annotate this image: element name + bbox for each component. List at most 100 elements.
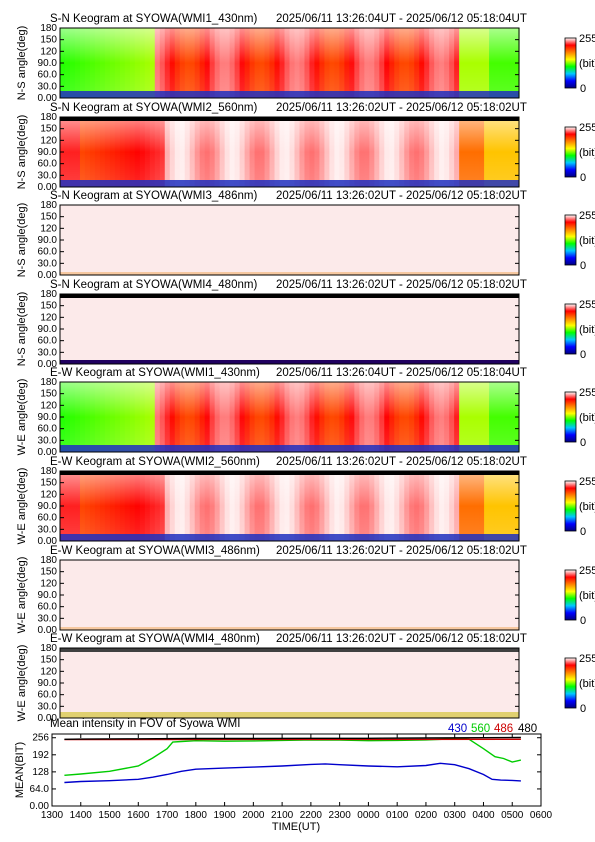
keogram-band: [344, 648, 350, 718]
keogram-band: [284, 648, 291, 718]
keogram-band: [214, 205, 221, 275]
panel-time-range: 2025/06/11 13:26:02UT - 2025/06/12 05:18…: [276, 633, 527, 645]
y-tick-label: 90.0: [38, 147, 58, 158]
keogram-band: [114, 648, 121, 718]
keogram-image: [60, 382, 520, 452]
keogram-band: [184, 560, 191, 630]
keogram-band: [109, 560, 116, 630]
keogram-image: [60, 205, 520, 275]
keogram-band: [89, 294, 96, 364]
keogram-band: [169, 648, 176, 718]
y-tick-label: 90.0: [38, 590, 58, 601]
keogram-panel: E-W Keogram at SYOWA(WMI4_480nm) 2025/06/…: [16, 633, 595, 724]
keogram-band: [454, 294, 460, 364]
y-tick-label: 0.00: [38, 713, 58, 724]
keogram-band: [204, 205, 211, 275]
x-tick-label: 1900: [213, 810, 236, 821]
series-line-430: [64, 762, 521, 784]
keogram-band: [504, 648, 510, 718]
keogram-band: [434, 648, 440, 718]
keogram-band: [459, 205, 465, 275]
y-tick-label: 60.0: [38, 336, 58, 347]
mean-intensity-plot: Mean intensity in FOV of Syowa WMI 430 560…: [14, 718, 553, 833]
keogram-band: [134, 648, 141, 718]
keogram-band: [459, 560, 465, 630]
y-tick-label: 90.0: [38, 235, 58, 246]
keogram-band: [339, 205, 345, 275]
keogram-band: [299, 294, 306, 364]
y-tick-label: 120: [40, 578, 57, 589]
keogram-band: [94, 648, 101, 718]
legend-label: 480: [518, 723, 537, 735]
y-tick-label: 0.00: [30, 801, 50, 812]
keogram-band: [149, 294, 156, 364]
keogram-band: [199, 560, 206, 630]
keogram-band: [174, 205, 181, 275]
keogram-band: [84, 560, 91, 630]
keogram-band: [224, 560, 231, 630]
y-tick-label: 60.0: [38, 159, 58, 170]
keogram-band: [454, 560, 460, 630]
keogram-image: [60, 28, 520, 98]
keogram-band: [109, 205, 116, 275]
panel-title: S-N Keogram at SYOWA(WMI4_480nm): [50, 279, 257, 291]
keogram-band: [384, 205, 390, 275]
keogram-band: [269, 648, 276, 718]
keogram-band: [219, 648, 226, 718]
keogram-shading: [60, 117, 519, 187]
mean-plot-title: Mean intensity in FOV of Syowa WMI: [50, 718, 240, 730]
keogram-band: [384, 560, 390, 630]
keogram-band: [429, 648, 435, 718]
panel-time-range: 2025/06/11 13:26:02UT - 2025/06/12 05:18…: [276, 279, 527, 291]
y-tick-label: 90.0: [38, 58, 58, 69]
keogram-band: [119, 560, 126, 630]
keogram-panels: S-N Keogram at SYOWA(WMI1_430nm) 2025/06/…: [16, 13, 595, 724]
keogram-band: [399, 560, 405, 630]
keogram-band: [419, 560, 425, 630]
keogram-band: [279, 205, 286, 275]
keogram-band: [154, 294, 161, 364]
keogram-band: [484, 294, 490, 364]
keogram-band: [374, 560, 380, 630]
keogram-band: [379, 294, 385, 364]
keogram-band: [419, 205, 425, 275]
keogram-panel: S-N Keogram at SYOWA(WMI3_486nm) 2025/06/…: [16, 190, 595, 281]
colorbar-min-label: 0: [580, 703, 586, 715]
keogram-bottom-band: [60, 627, 519, 630]
colorbar-unit-label: (bit): [579, 324, 595, 336]
y-axis-label: W-E angle(deg): [16, 468, 28, 545]
y-tick-label: 192: [32, 750, 49, 761]
y-tick-label: 180: [40, 200, 57, 211]
keogram-image: [60, 294, 520, 364]
x-tick-label: 1600: [127, 810, 150, 821]
y-tick-label: 0.00: [38, 93, 58, 104]
keogram-band: [164, 205, 171, 275]
keogram-band: [154, 205, 161, 275]
keogram-image: [60, 117, 520, 187]
panel-title: S-N Keogram at SYOWA(WMI2_560nm): [50, 102, 257, 114]
keogram-band: [469, 294, 475, 364]
keogram-band: [494, 205, 500, 275]
keogram-band: [219, 205, 226, 275]
x-tick-label: 1800: [185, 810, 208, 821]
keogram-band: [64, 205, 71, 275]
y-tick-label: 120: [40, 135, 57, 146]
keogram-band: [419, 294, 425, 364]
keogram-band: [469, 648, 475, 718]
keogram-band: [129, 205, 136, 275]
keogram-band: [364, 560, 370, 630]
keogram-band: [74, 560, 81, 630]
keogram-band: [344, 205, 350, 275]
keogram-band: [434, 294, 440, 364]
y-tick-label: 150: [40, 212, 57, 223]
keogram-band: [409, 205, 415, 275]
keogram-band: [409, 560, 415, 630]
y-tick-label: 30.0: [38, 347, 58, 358]
keogram-panel: E-W Keogram at SYOWA(WMI2_560nm) 2025/06/…: [16, 456, 595, 547]
colorbar: [564, 657, 577, 709]
keogram-band: [204, 294, 211, 364]
keogram-band: [204, 648, 211, 718]
colorbar: [564, 214, 577, 266]
keogram-image: [60, 648, 520, 718]
keogram-band: [104, 648, 111, 718]
